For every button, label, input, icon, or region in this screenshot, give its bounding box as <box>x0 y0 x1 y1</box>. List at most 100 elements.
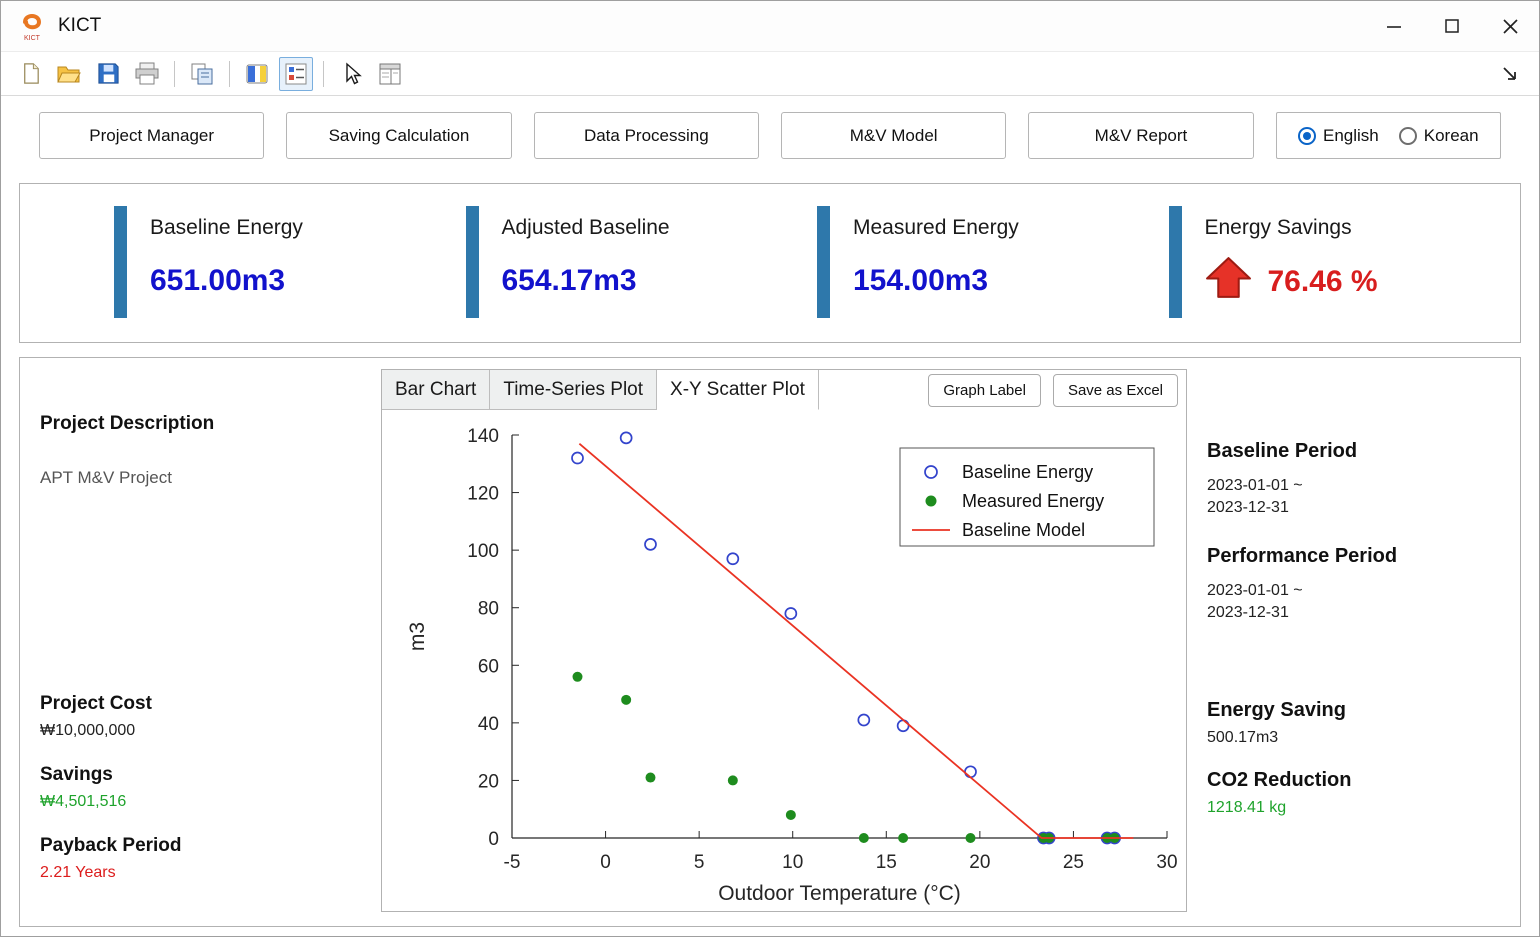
kict-logo-icon: KICT <box>17 9 49 43</box>
svg-text:15: 15 <box>876 852 897 873</box>
kpi-measured-energy: Measured Energy 154.00m3 <box>817 206 1169 320</box>
chart-panel: Bar Chart Time-Series Plot X-Y Scatter P… <box>381 369 1187 912</box>
nav-saving-calculation-button[interactable]: Saving Calculation <box>286 112 512 159</box>
toolbar <box>1 51 1539 96</box>
minimize-button[interactable] <box>1365 1 1423 51</box>
resize-arrow-icon[interactable] <box>1493 57 1527 91</box>
svg-text:10: 10 <box>782 852 803 873</box>
svg-text:60: 60 <box>478 656 499 677</box>
svg-text:40: 40 <box>478 714 499 735</box>
svg-text:100: 100 <box>467 541 499 562</box>
svg-text:20: 20 <box>969 852 990 873</box>
window-title: KICT <box>58 15 102 36</box>
kpi-value: 654.17m3 <box>501 264 637 297</box>
kpi-accent-bar <box>1168 206 1182 318</box>
kpi-baseline-energy: Baseline Energy 651.00m3 <box>114 206 466 320</box>
radio-english[interactable]: English <box>1298 126 1379 146</box>
scatter-chart: -5 0 5 10 15 20 25 30 0 20 40 60 80 100 120 140 Outdoor … <box>382 410 1186 913</box>
project-cost-label: Project Cost <box>40 693 152 714</box>
graph-label-button[interactable]: Graph Label <box>928 373 1041 407</box>
svg-text:0: 0 <box>600 852 611 873</box>
color-panel-icon[interactable] <box>240 57 274 91</box>
tab-bar-chart[interactable]: Bar Chart <box>382 370 491 410</box>
window-controls <box>1365 1 1539 51</box>
svg-text:25: 25 <box>1063 852 1084 873</box>
radio-english-control <box>1298 126 1316 145</box>
print-icon[interactable] <box>130 57 164 91</box>
project-description-label: Project Description <box>40 413 215 434</box>
baseline-period-end: 2023-12-31 <box>1207 499 1289 516</box>
form-view-icon[interactable] <box>373 57 407 91</box>
print-copies-icon[interactable] <box>185 57 219 91</box>
svg-text:Baseline Energy: Baseline Energy <box>962 462 1093 482</box>
kpi-energy-savings: Energy Savings 76.46 % <box>1168 206 1521 320</box>
performance-period-label: Performance Period <box>1207 545 1398 567</box>
main-panel: Project Description APT M&V Project Proj… <box>19 357 1521 927</box>
energy-saving-label: Energy Saving <box>1207 699 1346 721</box>
chart-tab-bar: Bar Chart Time-Series Plot X-Y Scatter P… <box>382 370 1186 410</box>
svg-text:Outdoor Temperature (°C): Outdoor Temperature (°C) <box>718 882 961 905</box>
kpi-label: Baseline Energy <box>150 216 303 239</box>
svg-text:Measured Energy: Measured Energy <box>962 491 1104 511</box>
save-as-excel-button[interactable]: Save as Excel <box>1052 373 1178 407</box>
kpi-savings-percent: 76.46 % <box>1267 264 1378 298</box>
radio-english-label: English <box>1323 125 1379 145</box>
kpi-label: Adjusted Baseline <box>501 216 670 239</box>
co2-reduction-label: CO2 Reduction <box>1207 769 1352 791</box>
toolbar-separator <box>174 60 175 87</box>
performance-period-start: 2023-01-01 ~ <box>1207 582 1303 599</box>
close-button[interactable] <box>1481 1 1539 51</box>
kpi-adjusted-baseline: Adjusted Baseline 654.17m3 <box>465 206 818 320</box>
nav-mv-model-button[interactable]: M&V Model <box>780 112 1007 159</box>
kpi-value: 154.00m3 <box>853 264 989 297</box>
maximize-button[interactable] <box>1423 1 1481 51</box>
co2-reduction-value: 1218.41 kg <box>1207 799 1287 816</box>
toolbar-separator <box>323 60 324 87</box>
svg-text:30: 30 <box>1156 852 1177 873</box>
kpi-value: 651.00m3 <box>150 264 286 297</box>
svg-text:KICT: KICT <box>24 35 41 42</box>
tab-time-series-plot[interactable]: Time-Series Plot <box>490 370 658 410</box>
kpi-value: 76.46 % <box>1205 256 1378 307</box>
title-bar: KICT KICT <box>1 1 1539 51</box>
savings-label: Savings <box>40 764 113 785</box>
nav-data-processing-button[interactable]: Data Processing <box>533 112 759 159</box>
nav-mv-report-button[interactable]: M&V Report <box>1028 112 1254 159</box>
savings-value: ₩4,501,516 <box>40 793 127 810</box>
chart-column: Bar Chart Time-Series Plot X-Y Scatter P… <box>381 358 1187 926</box>
kpi-label: Energy Savings <box>1204 216 1352 239</box>
nav-project-manager-button[interactable]: Project Manager <box>39 112 265 159</box>
svg-text:80: 80 <box>478 599 499 620</box>
up-arrow-icon <box>1205 256 1252 307</box>
chart-header-buttons: Graph Label Save as Excel <box>928 370 1186 410</box>
project-info-column: Project Description APT M&V Project Proj… <box>20 358 381 926</box>
project-cost-value: ₩10,000,000 <box>40 722 136 739</box>
nav-row: Project Manager Saving Calculation Data … <box>1 96 1539 159</box>
report-settings-icon[interactable] <box>279 56 313 91</box>
payback-period-label: Payback Period <box>40 835 182 856</box>
baseline-period-start: 2023-01-01 ~ <box>1207 477 1303 494</box>
energy-saving-value: 500.17m3 <box>1207 729 1279 746</box>
svg-text:120: 120 <box>467 484 499 505</box>
tab-xy-scatter-plot[interactable]: X-Y Scatter Plot <box>657 370 819 410</box>
kpi-accent-bar <box>817 206 830 318</box>
svg-text:140: 140 <box>467 426 499 447</box>
svg-text:0: 0 <box>488 829 499 850</box>
radio-korean-control <box>1398 126 1417 145</box>
kpi-label: Measured Energy <box>853 216 1019 239</box>
svg-text:Baseline Model: Baseline Model <box>962 520 1085 540</box>
toolbar-separator <box>229 60 230 87</box>
save-icon[interactable] <box>91 57 125 91</box>
kpi-accent-bar <box>465 206 479 318</box>
payback-period-value: 2.21 Years <box>40 864 116 881</box>
new-file-icon[interactable] <box>13 57 47 91</box>
open-folder-icon[interactable] <box>52 57 86 91</box>
language-selector: English Korean <box>1275 112 1501 159</box>
kpi-panel: Baseline Energy 651.00m3 Adjusted Baseli… <box>19 183 1521 343</box>
svg-text:20: 20 <box>478 771 499 792</box>
performance-period-end: 2023-12-31 <box>1207 604 1289 621</box>
project-description-value: APT M&V Project <box>40 468 172 487</box>
cursor-icon[interactable] <box>334 57 368 91</box>
kpi-accent-bar <box>114 206 127 318</box>
radio-korean[interactable]: Korean <box>1398 126 1479 146</box>
